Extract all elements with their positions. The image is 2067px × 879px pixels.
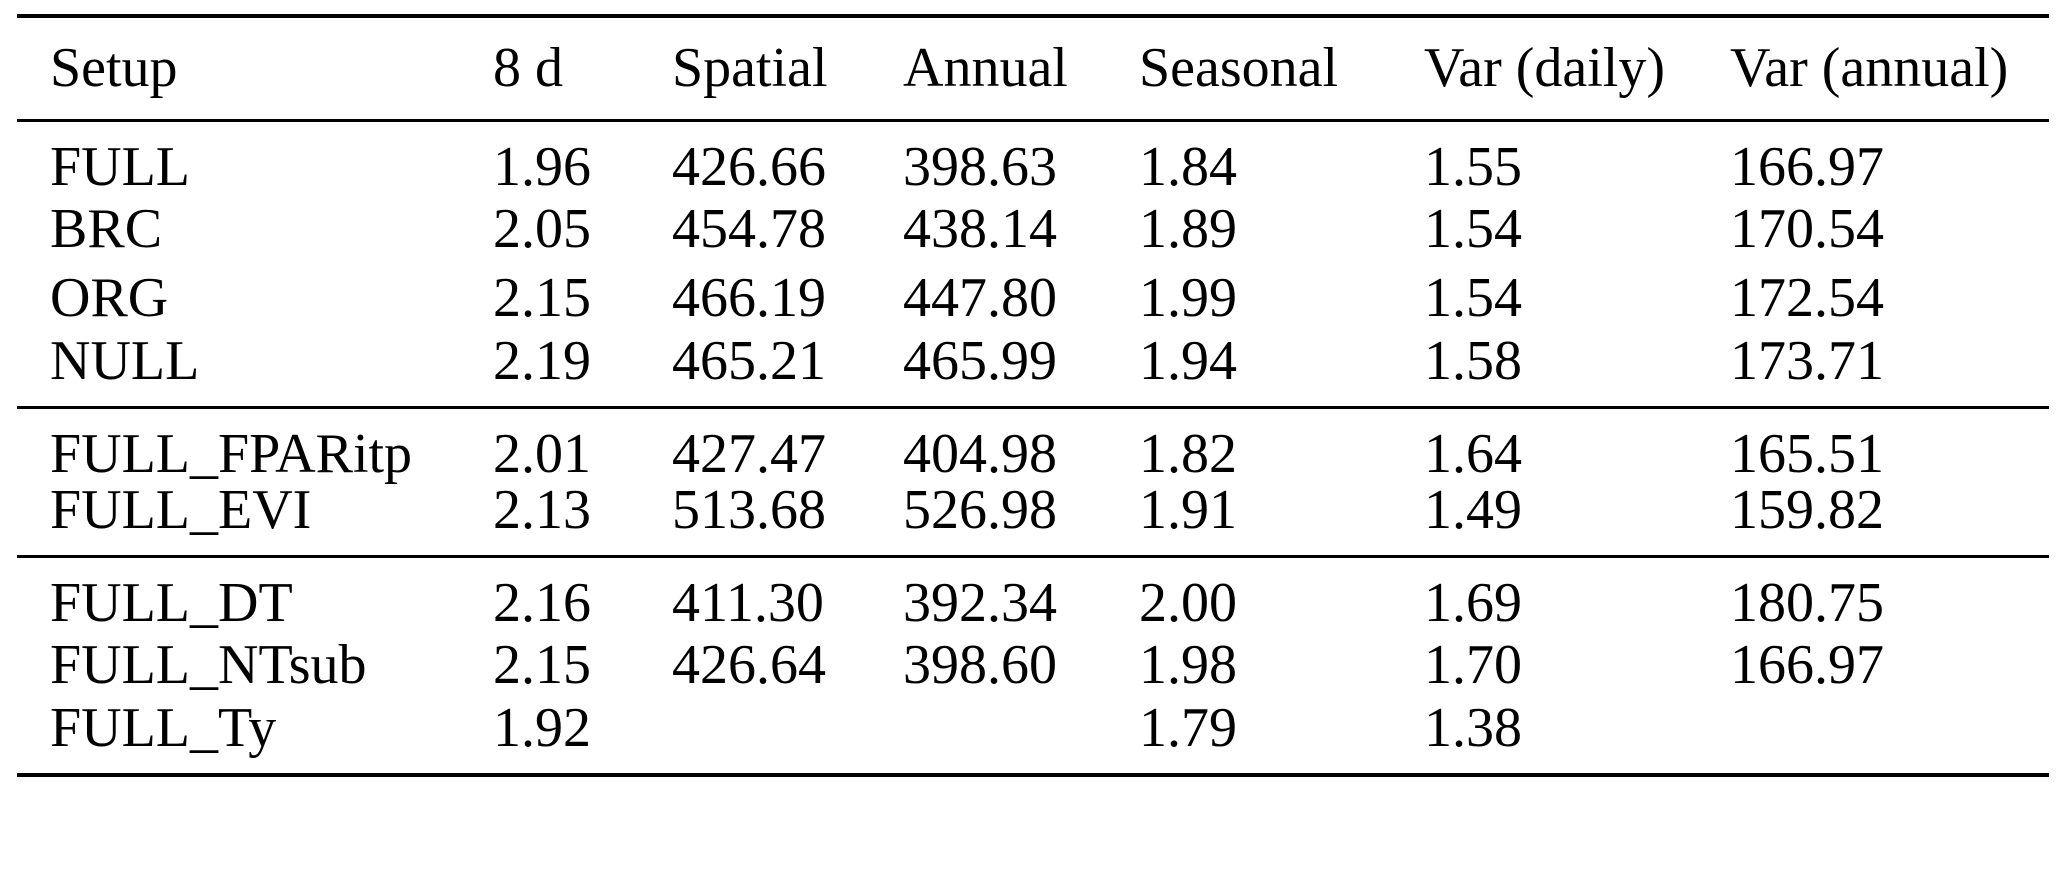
cell: 1.70 xyxy=(1424,634,1522,696)
cell: 2.00 xyxy=(1139,571,1237,634)
cell: 2.19 xyxy=(493,329,591,392)
cell xyxy=(672,700,903,775)
cell: 427.47 xyxy=(672,422,826,485)
row-label: FULL_Ty xyxy=(50,696,277,759)
cell: 398.60 xyxy=(903,634,1057,696)
cell: 2.01 xyxy=(493,422,591,485)
row-label: FULL xyxy=(50,135,190,198)
cell: 2.15 xyxy=(493,634,591,696)
header-row: Setup 8 d Spatial Annual Seasonal Var (d… xyxy=(17,16,2049,120)
cell: 465.21 xyxy=(672,329,826,392)
cell: 1.99 xyxy=(1139,267,1237,329)
table-row: ORG 2.15 466.19 447.80 1.99 1.54 172.54 xyxy=(17,264,2049,333)
cell: 1.49 xyxy=(1424,478,1522,541)
cell: 513.68 xyxy=(672,478,826,541)
cell: 2.05 xyxy=(493,198,591,260)
cell: 173.71 xyxy=(1730,329,1884,392)
cell: 1.69 xyxy=(1424,571,1522,634)
cell: 1.92 xyxy=(493,696,591,759)
cell: 172.54 xyxy=(1730,267,1884,329)
cell: 454.78 xyxy=(672,198,826,260)
row-label: FULL_EVI xyxy=(50,478,312,541)
table-section-fpar-variants: FULL_FPARitp 2.01 427.47 404.98 1.82 1.64 165.… xyxy=(17,407,2049,556)
cell: 426.66 xyxy=(672,135,826,198)
row-label: NULL xyxy=(50,329,200,392)
table-row: FULL_FPARitp 2.01 427.47 404.98 1.82 1.64 165.… xyxy=(17,407,2049,482)
cell: 1.96 xyxy=(493,135,591,198)
cell: 398.63 xyxy=(903,135,1057,198)
row-label: FULL_DT xyxy=(50,571,293,634)
cell: 447.80 xyxy=(903,267,1057,329)
cell: 159.82 xyxy=(1730,478,1884,541)
cell: 2.16 xyxy=(493,571,591,634)
table-header: Setup 8 d Spatial Annual Seasonal Var (d… xyxy=(17,16,2049,120)
cell: 166.97 xyxy=(1730,634,1884,696)
table-row: FULL 1.96 426.66 398.63 1.84 1.55 166.97 xyxy=(17,120,2049,195)
row-label: FULL_NTsub xyxy=(50,634,367,696)
table-row: NULL 2.19 465.21 465.99 1.94 1.58 173.71 xyxy=(17,333,2049,408)
cell: 1.94 xyxy=(1139,329,1237,392)
row-label: FULL_FPARitp xyxy=(50,422,413,485)
cell: 526.98 xyxy=(903,478,1057,541)
cell: 1.98 xyxy=(1139,634,1237,696)
cell xyxy=(1730,700,2049,775)
results-table: Setup 8 d Spatial Annual Seasonal Var (d… xyxy=(17,14,2049,777)
cell: 392.34 xyxy=(903,571,1057,634)
table-section-lst-variants: FULL_DT 2.16 411.30 392.34 2.00 1.69 180.75 FUL… xyxy=(17,556,2049,775)
cell: 166.97 xyxy=(1730,135,1884,198)
column-header-var-annual: Var (annual) xyxy=(1730,37,2009,100)
cell: 1.54 xyxy=(1424,198,1522,260)
cell: 466.19 xyxy=(672,267,826,329)
cell: 1.84 xyxy=(1139,135,1237,198)
table-row: FULL_Ty 1.92 1.79 1.38 xyxy=(17,700,2049,775)
column-header-var-daily: Var (daily) xyxy=(1424,37,1666,100)
cell: 1.58 xyxy=(1424,329,1522,392)
table-section-main-setups: FULL 1.96 426.66 398.63 1.84 1.55 166.97 BRC 2.0… xyxy=(17,120,2049,407)
cell: 1.54 xyxy=(1424,267,1522,329)
row-label: BRC xyxy=(50,198,163,260)
cell: 1.89 xyxy=(1139,198,1237,260)
column-header-8d: 8 d xyxy=(493,37,563,100)
cell: 1.79 xyxy=(1139,696,1237,759)
cell: 1.82 xyxy=(1139,422,1237,485)
cell: 1.64 xyxy=(1424,422,1522,485)
cell: 465.99 xyxy=(903,329,1057,392)
cell: 165.51 xyxy=(1730,422,1884,485)
cell: 2.15 xyxy=(493,267,591,329)
cell: 438.14 xyxy=(903,198,1057,260)
cell: 180.75 xyxy=(1730,571,1884,634)
table-row: FULL_NTsub 2.15 426.64 398.60 1.98 1.70 166.97 xyxy=(17,631,2049,700)
cell: 1.38 xyxy=(1424,696,1522,759)
cell: 426.64 xyxy=(672,634,826,696)
table-row: BRC 2.05 454.78 438.14 1.89 1.54 170.54 xyxy=(17,195,2049,264)
column-header-seasonal: Seasonal xyxy=(1139,37,1339,100)
column-header-spatial: Spatial xyxy=(672,37,828,100)
cell xyxy=(903,700,1139,775)
row-label: ORG xyxy=(50,267,169,329)
cell: 170.54 xyxy=(1730,198,1884,260)
table-row: FULL_DT 2.16 411.30 392.34 2.00 1.69 180.75 xyxy=(17,556,2049,631)
cell: 411.30 xyxy=(672,571,824,634)
cell: 1.91 xyxy=(1139,478,1237,541)
cell: 404.98 xyxy=(903,422,1057,485)
table-row: FULL_EVI 2.13 513.68 526.98 1.91 1.49 159.82 xyxy=(17,482,2049,557)
cell: 2.13 xyxy=(493,478,591,541)
cell: 1.55 xyxy=(1424,135,1522,198)
column-header-annual: Annual xyxy=(903,37,1068,100)
column-header-setup: Setup xyxy=(50,37,178,100)
